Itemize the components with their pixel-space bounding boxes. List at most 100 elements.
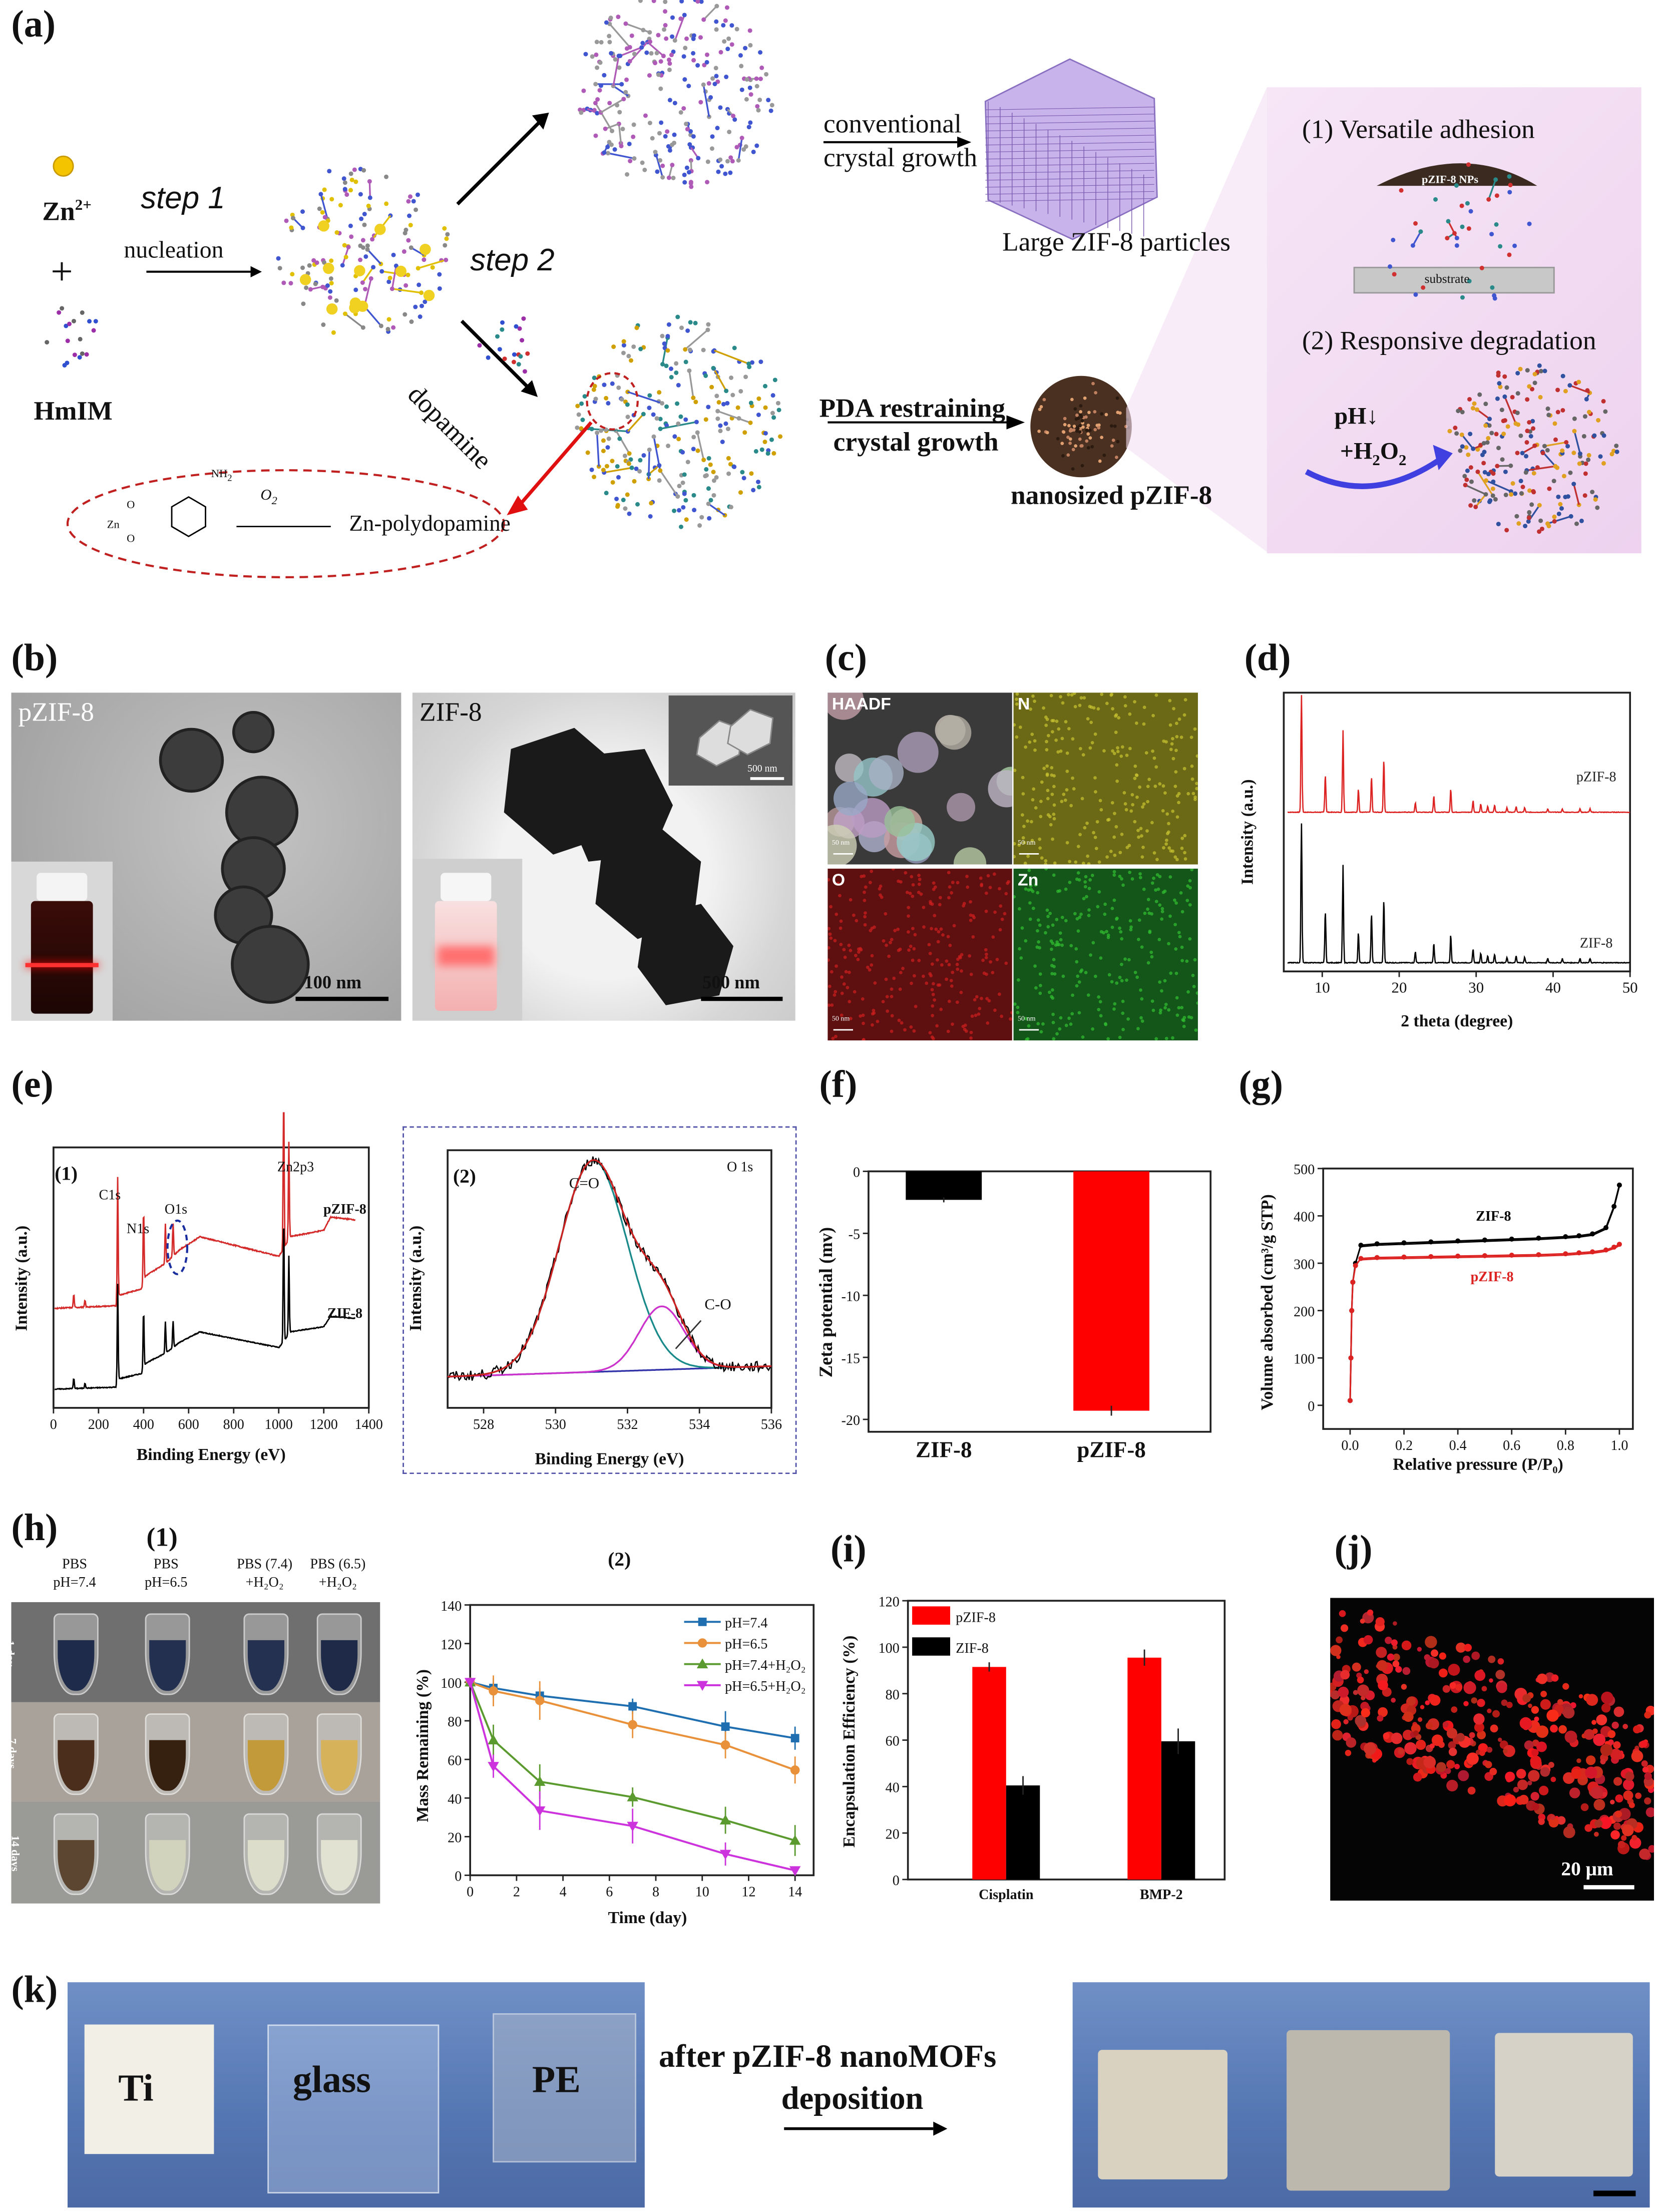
atom: [477, 343, 482, 347]
atom: [644, 51, 649, 55]
atom: [723, 19, 728, 23]
signal-dot: [834, 939, 837, 942]
signal-dot: [900, 1021, 904, 1025]
signal-dot: [1030, 732, 1034, 736]
signal-dot: [1190, 735, 1193, 739]
atom: [720, 440, 725, 444]
signal-dot: [1040, 1030, 1043, 1033]
atom: [1524, 454, 1528, 459]
signal-dot: [1180, 959, 1184, 962]
signal-dot: [1158, 903, 1161, 907]
atom: [366, 204, 371, 208]
data-point: [1455, 1254, 1460, 1259]
fluorescent-cluster: [1625, 1772, 1634, 1781]
arrow-right-icon: [781, 2119, 950, 2138]
row-label: 1 day: [11, 1641, 16, 1667]
sample-tube: [54, 1813, 99, 1895]
zn-node: [374, 224, 385, 235]
signal-dot: [985, 956, 988, 959]
atom: [603, 127, 608, 131]
plus-sign: +: [51, 251, 73, 296]
signal-dot: [843, 982, 846, 986]
series-label: pZIF-8: [1471, 1269, 1514, 1285]
signal-dot: [1006, 882, 1009, 885]
atom: [579, 402, 584, 406]
atom: [288, 281, 293, 285]
signal-dot: [1067, 1016, 1071, 1020]
signal-dot: [961, 1025, 965, 1028]
signal-dot: [1021, 926, 1024, 930]
signal-dot: [970, 1031, 973, 1034]
fluorescent-cluster: [1519, 1795, 1529, 1805]
atom: [693, 321, 698, 325]
signal-dot: [1177, 1006, 1181, 1009]
signal-dot: [1139, 876, 1142, 879]
signal-dot: [1147, 898, 1150, 901]
zn-node: [424, 290, 435, 301]
atom: [523, 369, 527, 374]
signal-dot: [1051, 730, 1054, 733]
atom: [323, 215, 327, 219]
signal-dot: [1157, 888, 1160, 891]
data-point: [1348, 1398, 1353, 1403]
panel-label-d: (d): [1244, 636, 1291, 680]
panel-label-h: (h): [11, 1507, 58, 1550]
atom: [1460, 433, 1464, 437]
atom: [1483, 423, 1488, 428]
atom: [329, 276, 333, 281]
atom: [1538, 395, 1543, 400]
schematic-graphics: [0, 0, 1661, 591]
atom: [770, 103, 774, 107]
signal-dot: [1024, 939, 1027, 943]
atom: [443, 243, 447, 247]
signal-dot: [1091, 874, 1094, 877]
fluorescent-cluster: [1383, 1732, 1390, 1739]
signal-dot: [854, 954, 858, 957]
atom: [1502, 375, 1507, 379]
fluorescent-cluster: [1540, 1691, 1547, 1697]
signal-dot: [1133, 765, 1137, 768]
signal-dot: [1015, 735, 1018, 739]
signal-dot: [1050, 964, 1054, 967]
surface-dot: [1085, 429, 1089, 432]
fluorescent-cluster: [1331, 1719, 1341, 1729]
signal-dot: [1166, 832, 1169, 836]
survey-series-pZIF-8: [55, 1112, 355, 1309]
sample-tube: [317, 1613, 362, 1695]
atom: [601, 468, 606, 472]
signal-dot: [1150, 821, 1154, 825]
signal-dot: [913, 1029, 916, 1033]
surface-dot: [1087, 424, 1090, 427]
signal-dot: [1029, 918, 1032, 921]
atom: [712, 82, 717, 86]
signal-dot: [1088, 887, 1091, 890]
signal-dot: [993, 910, 997, 914]
signal-dot: [1183, 767, 1186, 771]
signal-dot: [1099, 808, 1103, 812]
signal-dot: [1038, 992, 1042, 995]
bar-pZIF-8-Cisplatin: [972, 1667, 1006, 1880]
atom: [353, 287, 358, 292]
signal-dot: [1014, 769, 1017, 772]
atom: [1533, 372, 1537, 377]
y-tick-label: -10: [842, 1289, 860, 1304]
atom: [1475, 408, 1479, 412]
signal-dot: [1086, 717, 1090, 720]
signal-dot: [1099, 956, 1103, 960]
signal-dot: [969, 900, 972, 904]
fluorescent-cluster: [1391, 1639, 1398, 1646]
signal-dot: [1099, 799, 1102, 803]
signal-dot: [1186, 990, 1190, 994]
atom: [1577, 462, 1582, 466]
signal-dot: [1171, 810, 1174, 813]
signal-dot: [1184, 857, 1187, 861]
signal-dot: [1087, 908, 1091, 912]
atom: [1495, 397, 1500, 401]
signal-dot: [827, 878, 830, 882]
atom: [744, 144, 748, 149]
signal-dot: [1090, 705, 1093, 709]
tube-liquid: [58, 1840, 94, 1891]
atom: [715, 126, 720, 130]
fluorescent-cluster: [1607, 1730, 1615, 1738]
atom: [1587, 453, 1591, 458]
